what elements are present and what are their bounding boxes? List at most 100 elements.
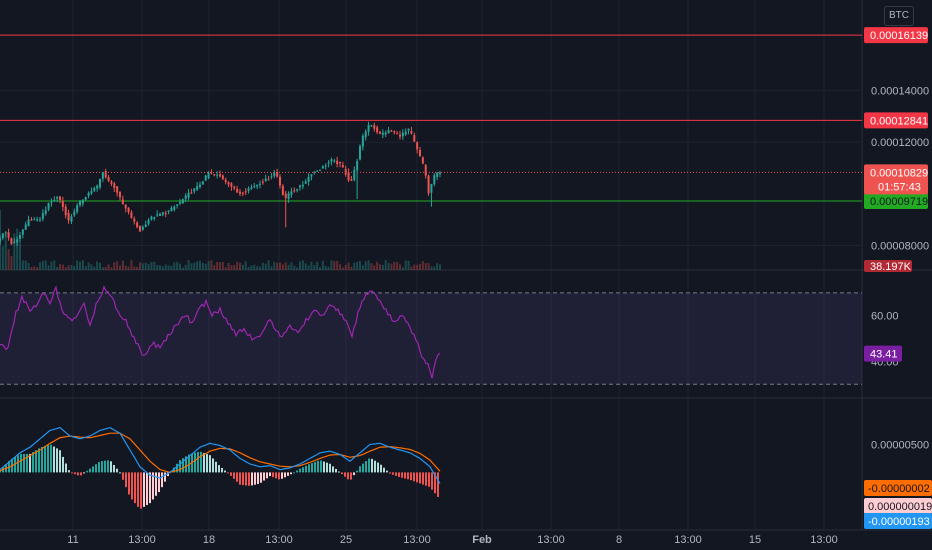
macd-hist-bar: [386, 470, 388, 473]
volume-bar: [70, 264, 73, 270]
macd-hist-bar: [197, 451, 199, 473]
macd-hist-bar: [260, 472, 262, 483]
volume-bar: [273, 262, 276, 270]
candle-body: [204, 175, 207, 181]
rsi-tick-label: 60.00: [871, 311, 899, 323]
volume-bar: [16, 228, 19, 270]
candle-body: [184, 195, 187, 200]
candle-body: [44, 209, 47, 214]
volume-bar: [427, 262, 430, 270]
macd-hist-bar: [68, 470, 70, 473]
volume-bar: [24, 260, 27, 270]
macd-hist-bar: [305, 465, 307, 473]
candle-body: [7, 232, 10, 238]
macd-hist-bar: [344, 472, 346, 477]
volume-bar: [67, 265, 70, 270]
volume-bar: [30, 267, 33, 270]
candle-body: [287, 193, 290, 199]
macd-hist-bar: [29, 453, 31, 473]
macd-hist-bar: [32, 452, 34, 473]
macd-hist-bar: [269, 472, 271, 477]
candle-body: [233, 186, 236, 189]
volume-tag-label: 38.197K: [870, 261, 912, 273]
macd-hist-bar: [296, 470, 298, 473]
candle-body: [387, 130, 390, 134]
macd-hist-bar: [71, 472, 73, 474]
volume-bar: [227, 262, 230, 270]
volume-bar: [56, 267, 59, 270]
candle-body: [199, 184, 201, 187]
level-tag-label: 0.00009719: [870, 196, 928, 208]
macd-hist-bar: [245, 472, 247, 486]
volume-bar: [156, 264, 159, 270]
macd-hist-bar: [422, 472, 424, 485]
candle-body: [36, 219, 39, 221]
volume-bar: [84, 265, 87, 270]
grid-lines: [72, 0, 825, 530]
volume-bar: [373, 265, 376, 270]
macd-hist-bar: [50, 444, 52, 473]
volume-bar: [233, 265, 236, 270]
candle-body: [321, 166, 324, 169]
volume-bar: [113, 262, 116, 270]
macd-hist-bar: [65, 463, 67, 473]
price-tick-label: 0.00012000: [871, 137, 929, 149]
macd-hist-bar: [413, 472, 415, 482]
macd-hist-bar: [299, 468, 301, 473]
level-tag-bg: [864, 193, 928, 210]
macd-hist-bar: [176, 463, 178, 473]
macd-hist-bar: [83, 472, 85, 474]
volume-bar: [190, 263, 193, 270]
volume-bar: [287, 264, 290, 270]
macd-hist-bar: [149, 472, 151, 504]
macd-value-tag-bg: [864, 498, 932, 514]
rsi-line: [0, 285, 441, 379]
candle-body: [330, 159, 333, 162]
candle-body: [219, 174, 221, 177]
volume-bar: [184, 264, 187, 270]
volume-bar: [13, 233, 16, 270]
volume-bar: [284, 262, 287, 270]
candle-body: [27, 219, 30, 226]
macd-hist-bar: [200, 451, 202, 473]
macd-hist-bar: [20, 453, 22, 473]
candle-body: [359, 145, 361, 160]
currency-badge[interactable]: BTC: [884, 6, 914, 26]
macd-hist-bar: [92, 466, 94, 473]
candles: [0, 121, 441, 247]
candle-body: [201, 181, 204, 185]
macd-hist-bar: [119, 472, 121, 474]
macd-hist-bar: [233, 472, 235, 479]
macd-hist-bar: [161, 472, 163, 488]
candle-body: [296, 189, 299, 191]
volume-bar: [379, 264, 381, 270]
volume-bar: [221, 262, 224, 270]
macd-hist-bar: [284, 472, 286, 478]
time-tick-label: 13:00: [674, 534, 702, 546]
candle-body: [304, 181, 307, 184]
volume-bar: [264, 263, 267, 270]
macd-hist-bar: [323, 461, 325, 473]
candle-body: [279, 176, 281, 186]
volume-bar: [199, 260, 201, 270]
candle-body: [110, 181, 113, 184]
macd-hist-bar: [173, 467, 175, 473]
macd-hist-bar: [419, 472, 421, 484]
macd-hist-bar: [314, 461, 316, 473]
volume-bar: [187, 260, 190, 270]
volume-bar: [247, 266, 250, 270]
volume-bar: [4, 236, 7, 270]
macd-hist-bar: [374, 460, 376, 473]
candle-body: [221, 175, 224, 180]
macd-hist-bar: [122, 472, 124, 480]
volume-bar: [370, 263, 373, 270]
macd-hist-bar: [242, 472, 244, 486]
candle-body: [239, 191, 241, 194]
candle-body: [10, 238, 13, 245]
volume-bar: [110, 267, 113, 270]
macd-hist-bar: [164, 472, 166, 482]
volume-bar: [387, 262, 390, 270]
volume-bar: [359, 261, 361, 270]
candle-body: [416, 142, 419, 150]
